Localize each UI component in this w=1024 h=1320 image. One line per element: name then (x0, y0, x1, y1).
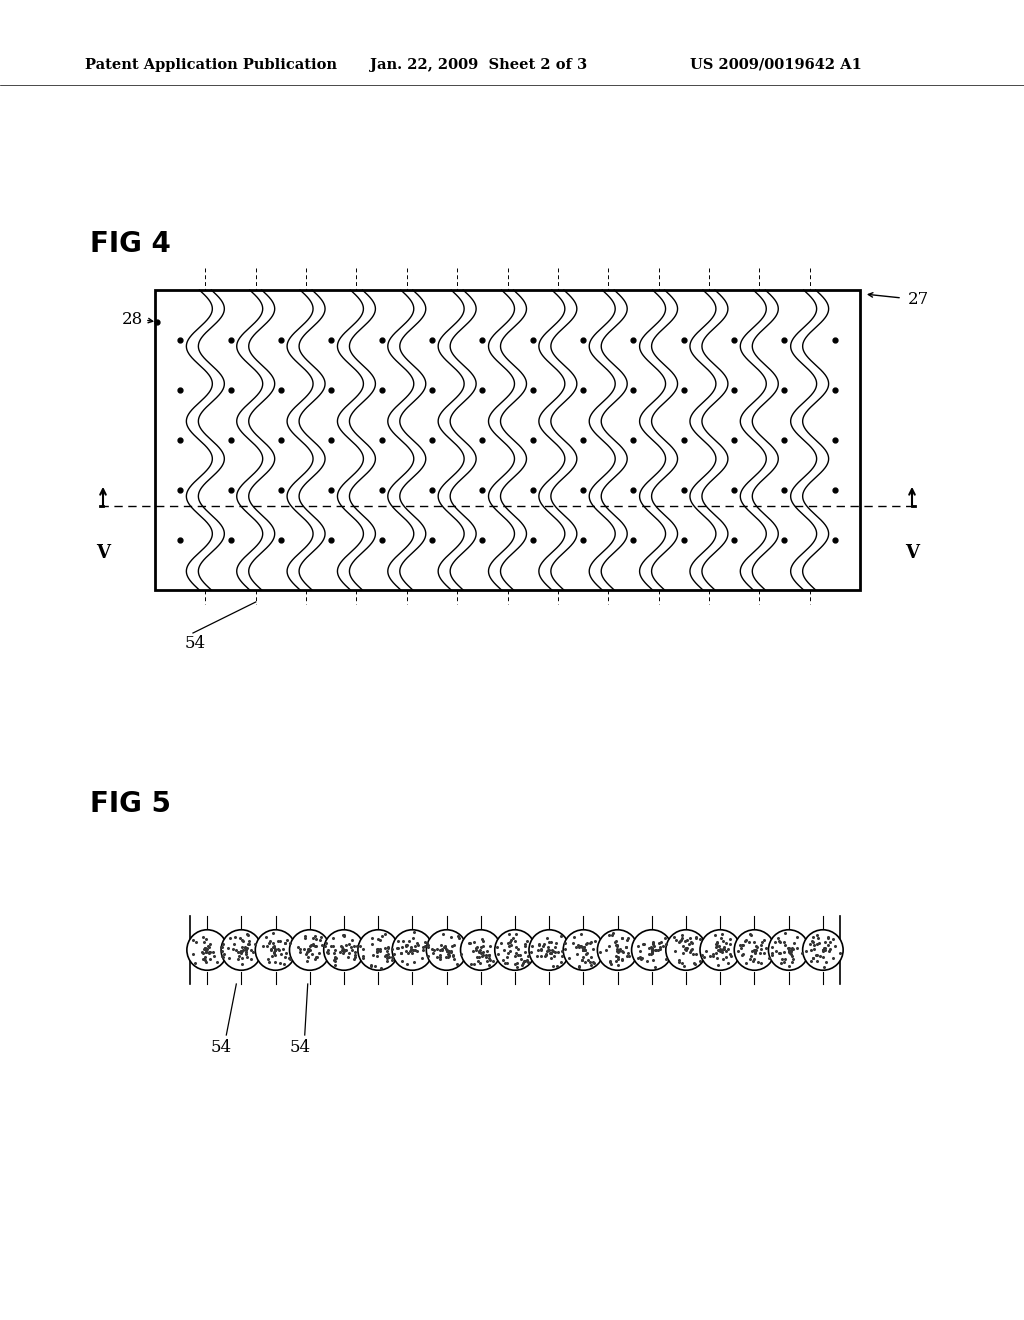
Circle shape (700, 929, 740, 970)
Text: 28: 28 (122, 312, 143, 329)
Circle shape (461, 929, 501, 970)
Text: FIG 4: FIG 4 (90, 230, 171, 257)
Text: 54: 54 (184, 635, 206, 652)
Circle shape (255, 929, 296, 970)
Circle shape (563, 929, 604, 970)
Circle shape (358, 929, 398, 970)
Text: US 2009/0019642 A1: US 2009/0019642 A1 (690, 58, 862, 73)
Circle shape (768, 929, 809, 970)
Circle shape (803, 929, 843, 970)
Text: 54: 54 (211, 1039, 231, 1056)
Circle shape (221, 929, 261, 970)
Circle shape (734, 929, 775, 970)
Circle shape (632, 929, 672, 970)
Circle shape (495, 929, 536, 970)
Text: Jan. 22, 2009  Sheet 2 of 3: Jan. 22, 2009 Sheet 2 of 3 (370, 58, 587, 73)
Circle shape (529, 929, 569, 970)
Circle shape (392, 929, 432, 970)
Circle shape (324, 929, 365, 970)
Text: FIG 5: FIG 5 (90, 789, 171, 818)
Circle shape (597, 929, 638, 970)
Text: V: V (96, 544, 110, 562)
Text: V: V (905, 544, 919, 562)
Circle shape (666, 929, 707, 970)
Text: 54: 54 (289, 1039, 310, 1056)
Circle shape (426, 929, 467, 970)
Circle shape (186, 929, 227, 970)
Text: Patent Application Publication: Patent Application Publication (85, 58, 337, 73)
Circle shape (290, 929, 330, 970)
Text: 27: 27 (908, 292, 929, 309)
